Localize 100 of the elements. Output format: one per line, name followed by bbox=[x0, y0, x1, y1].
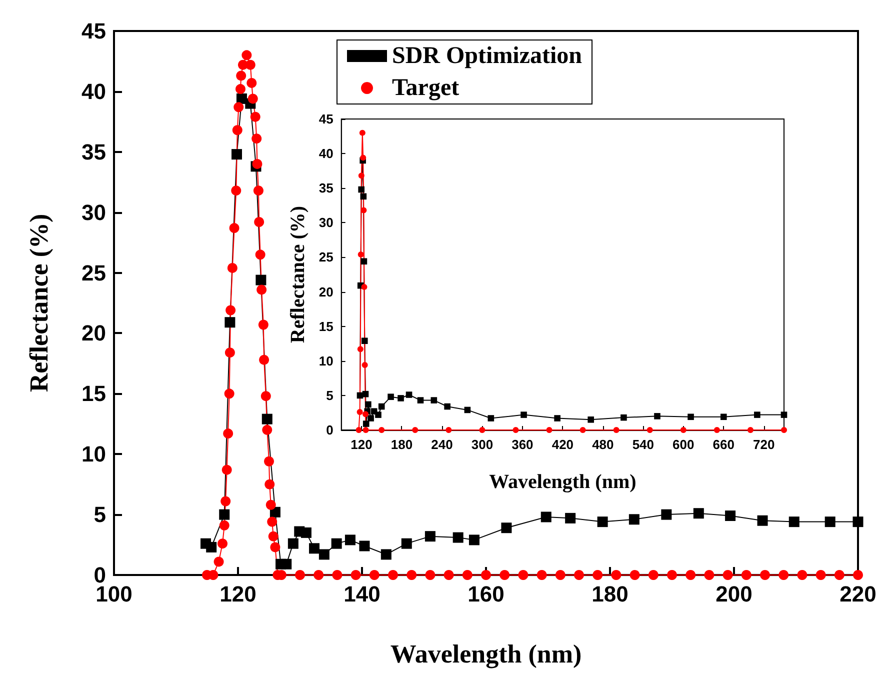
x-tick-label: 240 bbox=[431, 437, 453, 452]
point bbox=[754, 412, 760, 418]
legend-label: SDR Optimization bbox=[392, 43, 582, 69]
point bbox=[358, 251, 364, 258]
point bbox=[444, 403, 450, 410]
point bbox=[365, 401, 372, 408]
y-tick-label: 25 bbox=[318, 250, 334, 265]
point bbox=[424, 531, 436, 542]
point bbox=[360, 258, 368, 265]
point bbox=[688, 414, 694, 420]
point bbox=[375, 412, 382, 418]
point bbox=[358, 172, 364, 179]
point bbox=[361, 338, 368, 344]
point bbox=[380, 549, 392, 560]
point bbox=[554, 415, 560, 422]
x-tick-label: 480 bbox=[592, 437, 614, 452]
y-tick-label: 35 bbox=[318, 180, 334, 196]
point bbox=[597, 516, 608, 528]
point bbox=[588, 416, 594, 423]
x-tick-label: 360 bbox=[512, 437, 534, 452]
point bbox=[788, 516, 800, 528]
x-tick-label: 200 bbox=[716, 582, 752, 606]
point bbox=[654, 413, 660, 420]
x-tick-label: 540 bbox=[632, 437, 654, 452]
point bbox=[206, 542, 217, 552]
point bbox=[300, 527, 312, 538]
point bbox=[356, 427, 362, 433]
point bbox=[464, 406, 471, 414]
point bbox=[714, 427, 720, 433]
x-tick-label: 120 bbox=[220, 582, 256, 606]
point bbox=[378, 403, 385, 410]
point bbox=[262, 414, 272, 424]
y-tick-label: 40 bbox=[82, 78, 106, 104]
point bbox=[720, 414, 727, 420]
point bbox=[359, 130, 366, 136]
point bbox=[288, 538, 298, 549]
point bbox=[309, 543, 320, 554]
point bbox=[281, 558, 292, 570]
point bbox=[680, 427, 686, 433]
point bbox=[580, 427, 586, 433]
point bbox=[565, 512, 576, 524]
y-tick-label: 20 bbox=[318, 284, 334, 300]
y-tick-label: 35 bbox=[82, 139, 106, 164]
point bbox=[362, 427, 369, 433]
point bbox=[646, 427, 653, 433]
point bbox=[362, 362, 368, 368]
x-tick-label: 660 bbox=[712, 437, 734, 452]
y-tick-label: 20 bbox=[82, 320, 106, 346]
point bbox=[501, 522, 512, 534]
point bbox=[430, 397, 438, 404]
y-tick-label: 5 bbox=[94, 502, 106, 528]
point bbox=[693, 508, 704, 519]
point bbox=[318, 549, 330, 560]
point bbox=[780, 412, 788, 418]
point bbox=[362, 420, 370, 427]
point bbox=[852, 516, 864, 528]
point bbox=[356, 409, 363, 416]
point bbox=[540, 512, 552, 522]
y-tick-label: 15 bbox=[82, 381, 106, 406]
point bbox=[520, 412, 527, 418]
point bbox=[661, 509, 672, 520]
point bbox=[446, 427, 452, 433]
point bbox=[360, 154, 366, 161]
point bbox=[406, 392, 412, 398]
point bbox=[219, 509, 230, 520]
point bbox=[613, 427, 620, 433]
point bbox=[360, 207, 367, 214]
point bbox=[368, 415, 374, 422]
point bbox=[357, 346, 364, 352]
point bbox=[388, 394, 394, 400]
point bbox=[331, 538, 342, 549]
point bbox=[452, 532, 464, 543]
point bbox=[256, 274, 266, 286]
y-tick-label: 10 bbox=[82, 442, 106, 467]
y-axis-title: Reflectance (%) bbox=[24, 214, 54, 392]
point bbox=[546, 427, 552, 433]
point bbox=[725, 510, 736, 522]
point bbox=[232, 149, 242, 160]
y-tick-label: 25 bbox=[82, 260, 106, 286]
x-tick-label: 300 bbox=[471, 437, 494, 452]
point bbox=[398, 395, 404, 402]
point bbox=[358, 186, 364, 193]
y-tick-label: 5 bbox=[326, 388, 334, 403]
x-axis-title: Wavelength (nm) bbox=[390, 640, 582, 668]
x-tick-label: 180 bbox=[592, 582, 628, 606]
point bbox=[224, 317, 236, 328]
point bbox=[417, 397, 424, 404]
point bbox=[757, 515, 768, 526]
point bbox=[479, 427, 486, 433]
point bbox=[824, 516, 836, 528]
point bbox=[628, 514, 640, 525]
y-tick-label: 30 bbox=[82, 200, 106, 225]
point bbox=[360, 193, 367, 200]
point bbox=[512, 427, 519, 433]
y-axis-title: Reflectance (%) bbox=[287, 206, 309, 344]
point bbox=[468, 534, 480, 546]
point bbox=[620, 414, 627, 421]
y-tick-label: 10 bbox=[318, 353, 334, 368]
y-tick-label: 45 bbox=[82, 18, 106, 44]
legend-label: Target bbox=[392, 75, 460, 101]
